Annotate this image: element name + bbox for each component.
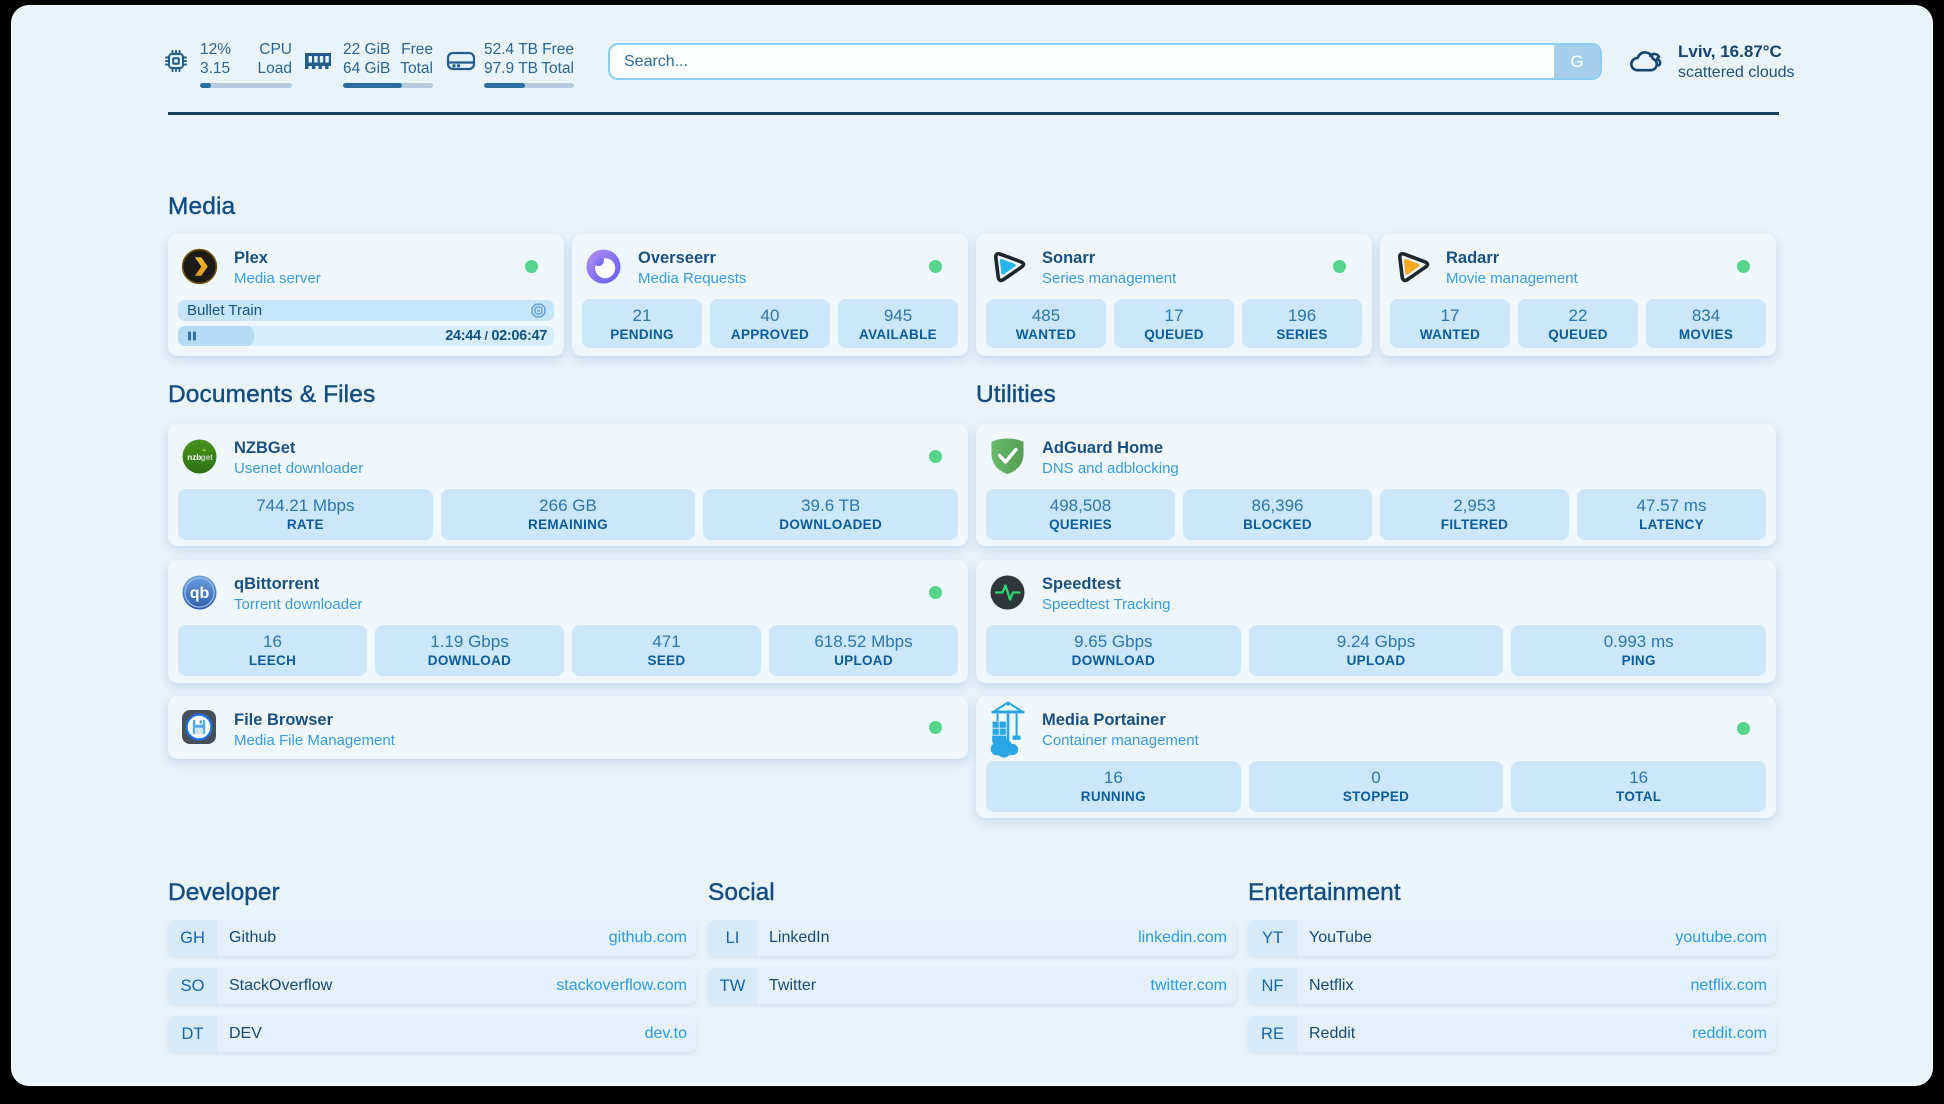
svg-text:qb: qb	[190, 585, 210, 602]
svg-text:nzb: nzb	[187, 453, 201, 462]
svg-text:get: get	[201, 453, 214, 462]
